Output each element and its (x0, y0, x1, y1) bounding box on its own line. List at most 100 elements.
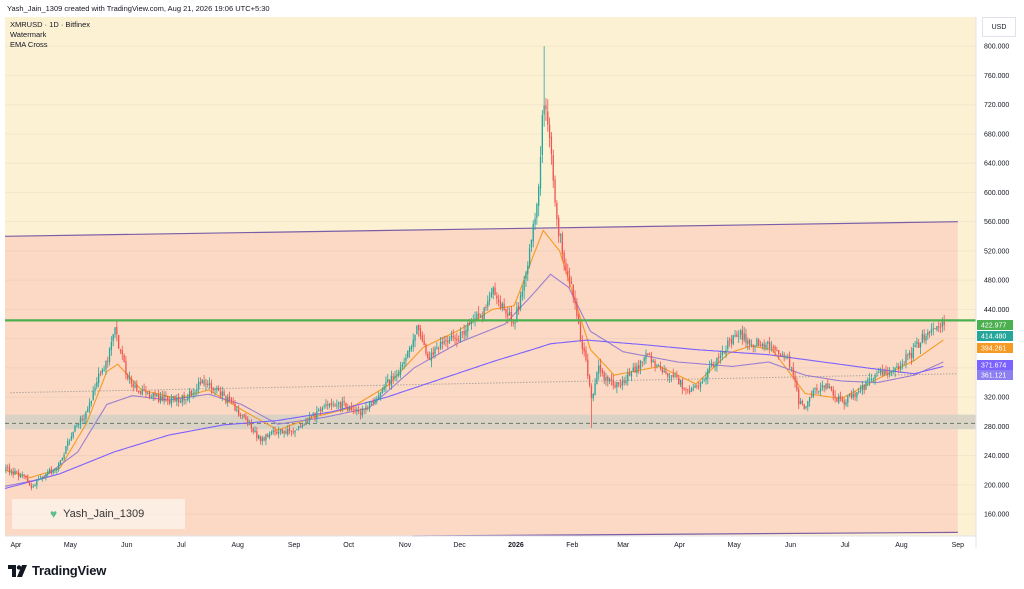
candle-440 (805, 405, 807, 410)
candle-182 (336, 399, 338, 410)
candle-8 (19, 472, 22, 479)
candle-302 (554, 175, 556, 207)
time-axis-labels[interactable]: Apr May Jun Jul Aug Sep Oct Nov Dec 2026 Feb Mar Apr… (10, 542, 964, 549)
candle-137 (254, 426, 256, 433)
legend-watermark[interactable]: Watermark (10, 30, 47, 39)
candle-305 (559, 233, 562, 243)
candle-496 (907, 353, 909, 361)
candle-401 (734, 329, 736, 338)
candle-243 (447, 335, 449, 349)
time-tick-label: Jul (841, 542, 850, 549)
candle-409 (748, 338, 751, 350)
candle-416 (761, 342, 763, 350)
candle-463 (847, 395, 849, 408)
candle-80 (150, 394, 153, 399)
candle-58 (110, 336, 113, 356)
candle-501 (916, 337, 918, 348)
candle-124 (230, 396, 233, 405)
candle-398 (728, 337, 731, 347)
candle-200 (368, 401, 371, 412)
candle-491 (898, 363, 900, 374)
candle-382 (699, 381, 702, 392)
candle-359 (658, 363, 660, 367)
candle-317 (581, 335, 583, 355)
candle-430 (787, 353, 789, 360)
candle-52 (99, 370, 102, 377)
candle-115 (214, 387, 216, 396)
candle-160 (296, 428, 298, 431)
candle-4 (12, 467, 14, 478)
candle-429 (785, 355, 787, 360)
candle-127 (236, 406, 238, 413)
candle-16 (34, 483, 36, 487)
channel-bottom-line[interactable] (412, 531, 958, 537)
candle-131 (243, 413, 245, 419)
candle-341 (625, 374, 627, 386)
candle-129 (239, 412, 242, 419)
legend-symbol[interactable]: XMRUSD · 1D · Bitfinex (10, 20, 91, 29)
candle-397 (727, 336, 729, 353)
candle-179 (330, 398, 333, 410)
candle-342 (627, 368, 629, 386)
candle-75 (141, 385, 143, 396)
chart-header: Yash_Jain_1309 created with TradingView.… (7, 4, 270, 13)
candle-260 (478, 306, 480, 321)
candle-135 (250, 419, 253, 433)
candle-247 (454, 334, 456, 346)
candle-93 (174, 395, 176, 403)
candle-421 (770, 341, 773, 352)
time-tick-label: Mar (617, 542, 630, 549)
tradingview-brand[interactable]: TradingView (8, 563, 106, 578)
candle-108 (201, 379, 203, 384)
candle-65 (123, 353, 125, 363)
legend-ema-cross[interactable]: EMA Cross (10, 40, 48, 49)
candle-253 (465, 325, 467, 340)
candle-428 (783, 351, 785, 362)
channel-top-line[interactable] (4, 221, 958, 237)
candle-408 (747, 337, 749, 351)
candle-40 (77, 424, 80, 429)
candle-217 (399, 361, 402, 379)
candle-62 (117, 334, 120, 349)
candle-420 (768, 337, 771, 354)
candle-410 (750, 339, 753, 348)
candle-233 (428, 351, 431, 360)
candle-61 (116, 319, 118, 342)
candle-330 (605, 372, 607, 386)
candle-28 (56, 467, 58, 474)
candle-366 (670, 375, 673, 383)
time-tick-label: May (728, 542, 742, 549)
candle-159 (294, 430, 296, 438)
candle-252 (463, 324, 465, 340)
candle-82 (154, 390, 156, 401)
candle-437 (799, 398, 802, 405)
candle-516 (943, 315, 945, 331)
candle-367 (672, 368, 674, 379)
candle-499 (912, 342, 914, 362)
candle-345 (632, 363, 634, 373)
candle-178 (328, 402, 331, 409)
candle-297 (545, 98, 547, 121)
candle-146 (270, 430, 273, 436)
candle-336 (616, 381, 618, 394)
candle-372 (681, 378, 683, 395)
currency-button[interactable]: USD (982, 17, 1016, 37)
candle-299 (548, 117, 551, 148)
candle-22 (45, 473, 47, 481)
price-tags: 422.977 414.480 394.261 371.674 361.121 (977, 320, 1013, 380)
candle-219 (403, 357, 405, 370)
candle-356 (652, 358, 654, 363)
time-tick-label: Jul (177, 542, 186, 549)
candle-186 (343, 396, 345, 407)
candle-14 (30, 482, 33, 491)
candle-41 (79, 415, 82, 429)
candle-461 (843, 397, 845, 410)
candle-347 (636, 362, 638, 377)
candle-12 (27, 474, 29, 483)
candle-102 (190, 389, 193, 398)
candle-0 (5, 464, 7, 474)
candle-493 (901, 359, 904, 370)
time-tick-label: 2026 (508, 542, 524, 549)
candle-142 (263, 436, 265, 442)
